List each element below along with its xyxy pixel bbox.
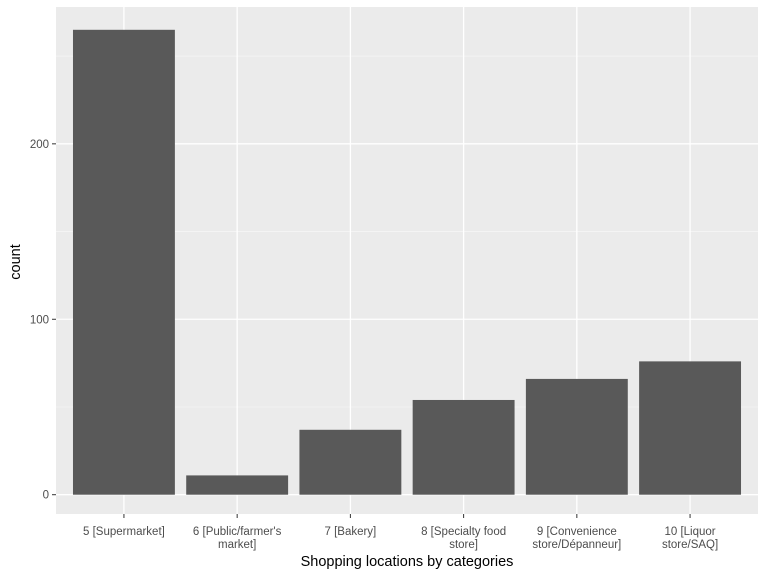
bar bbox=[299, 429, 402, 495]
y-tick-label: 100 bbox=[30, 314, 49, 326]
y-tick-label: 200 bbox=[30, 139, 49, 151]
x-tick-label: 8 [Specialty food store] bbox=[421, 526, 506, 551]
x-tick-label: 7 [Bakery] bbox=[324, 526, 376, 538]
x-tick-label: 5 [Supermarket] bbox=[83, 526, 165, 538]
bar bbox=[412, 399, 515, 495]
bar bbox=[525, 378, 628, 495]
x-tick-label: 10 [Liquor store/SAQ] bbox=[662, 526, 718, 551]
y-axis-title: count bbox=[8, 244, 24, 279]
x-tick-label: 9 [Convenience store/Dépanneur] bbox=[532, 526, 621, 551]
bar bbox=[186, 475, 289, 495]
bars bbox=[72, 29, 742, 495]
y-axis: 0 100 200 bbox=[30, 139, 56, 502]
bar bbox=[72, 29, 175, 495]
y-tick-label: 0 bbox=[43, 490, 49, 502]
bar bbox=[639, 361, 742, 495]
x-tick-label: 6 [Public/farmer's market] bbox=[193, 526, 282, 551]
x-axis-title: Shopping locations by categories bbox=[301, 554, 514, 570]
x-axis: 5 [Supermarket] 6 [Public/farmer's market]… bbox=[83, 514, 718, 551]
